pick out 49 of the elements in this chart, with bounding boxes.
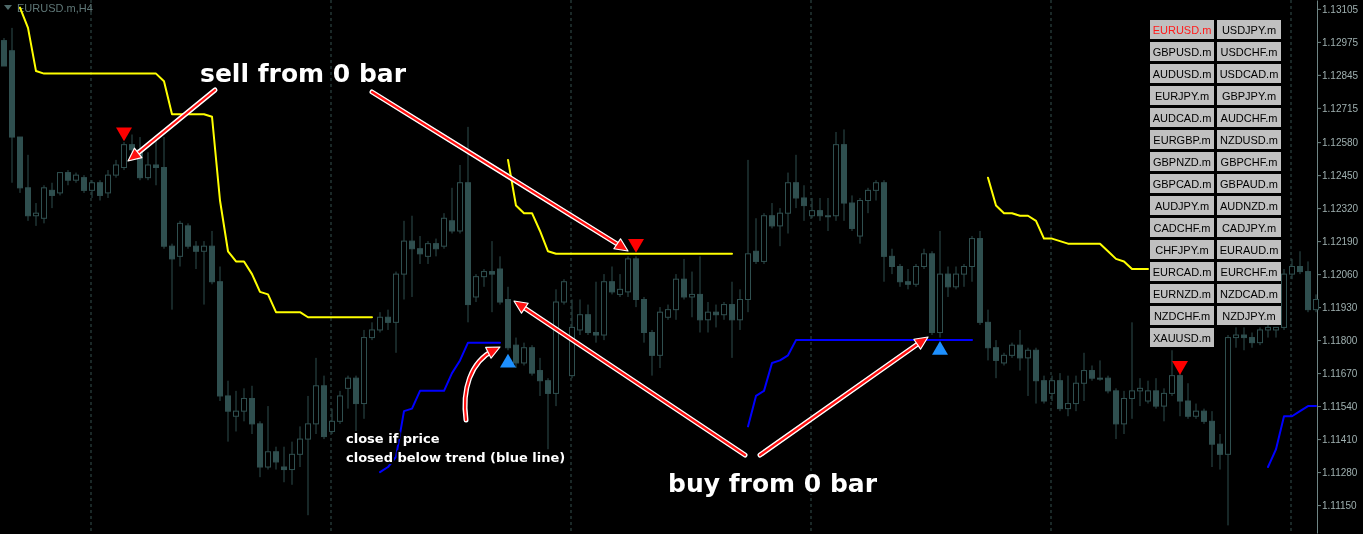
annotation: EURJPY.m [1154, 90, 1210, 102]
y-tick-label: 1.11670 [1322, 367, 1358, 379]
annotation: AUDNZD.m [1219, 200, 1279, 212]
annotation: buy from 0 bar [668, 469, 878, 498]
annotation: GBPAUD.m [1220, 178, 1278, 190]
y-tick-label: 1.13105 [1322, 3, 1359, 15]
annotation: EURCAD.m [1152, 266, 1212, 278]
y-tick-label: 1.11410 [1322, 433, 1358, 445]
annotation: XAUUSD.m [1152, 332, 1212, 344]
y-tick-label: 1.12715 [1322, 102, 1359, 114]
annotation: EURUSD.m [1152, 24, 1212, 36]
y-tick-label: 1.12845 [1322, 69, 1359, 81]
annotation: GBPNZD.m [1152, 156, 1212, 168]
annotation: GBPCAD.m [1152, 178, 1212, 190]
annotation: USDCAD.m [1219, 68, 1279, 80]
annotation: close if price closed below trend (blue line) [346, 431, 566, 465]
annotation: NZDCHF.m [1153, 310, 1211, 322]
annotation: GBPCHF.m [1220, 156, 1278, 168]
annotation: NZDCAD.m [1219, 288, 1279, 300]
y-tick-label: 1.12580 [1322, 136, 1359, 148]
annotation: CADCHF.m [1153, 222, 1211, 234]
y-tick-label: 1.12975 [1322, 36, 1359, 48]
y-tick-label: 1.12190 [1322, 235, 1359, 247]
annotation: USDCHF.m [1220, 46, 1278, 58]
annotation: CADJPY.m [1221, 222, 1277, 234]
annotation: EURNZD.m [1152, 288, 1212, 300]
y-tick-label: 1.12060 [1322, 268, 1359, 280]
annotation: USDJPY.m [1221, 24, 1277, 36]
annotation: sell from 0 bar [200, 59, 407, 88]
y-tick-label: 1.12450 [1322, 169, 1359, 181]
annotation: GBPJPY.m [1221, 90, 1277, 102]
y-tick-label: 1.11280 [1322, 466, 1358, 478]
annotation: AUDCHF.m [1220, 112, 1278, 124]
y-tick-label: 1.11540 [1322, 400, 1358, 412]
annotation: NZDJPY.m [1222, 310, 1276, 322]
annotation: AUDUSD.m [1152, 68, 1212, 80]
annotation: AUDCAD.m [1152, 112, 1212, 124]
annotation: EURAUD.m [1219, 244, 1279, 256]
annotation: AUDJPY.m [1154, 200, 1210, 212]
annotation: NZDUSD.m [1219, 134, 1279, 146]
y-tick-label: 1.11150 [1322, 499, 1358, 511]
annotation: EURCHF.m [1220, 266, 1278, 278]
annotation: CHFJPY.m [1155, 244, 1209, 256]
y-tick-label: 1.11800 [1322, 334, 1358, 346]
annotation: GBPUSD.m [1152, 46, 1212, 58]
annotation: EURGBP.m [1153, 134, 1211, 146]
y-tick-label: 1.11930 [1322, 301, 1358, 313]
y-tick-label: 1.12320 [1322, 202, 1359, 214]
chart-title: EURUSD.m,H4 [17, 2, 93, 14]
